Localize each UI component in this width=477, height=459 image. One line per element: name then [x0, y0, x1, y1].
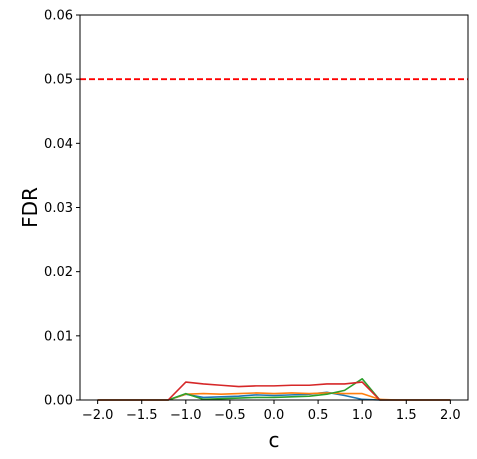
y-tick-label: 0.05 — [44, 73, 73, 88]
y-tick-label: 0.00 — [44, 394, 73, 409]
x-tick-label: 0.5 — [308, 408, 329, 423]
y-tick-label: 0.03 — [44, 201, 73, 216]
x-tick-label: 1.5 — [396, 408, 417, 423]
y-axis-title: FDR — [18, 187, 42, 228]
y-tick-label: 0.01 — [44, 329, 73, 344]
x-tick-label: 1.0 — [352, 408, 373, 423]
y-tick-label: 0.06 — [44, 9, 73, 24]
x-axis-title: c — [269, 428, 280, 452]
x-axis: −2.0 −1.5 −1.0 −0.5 0.0 0.5 1.0 1.5 2.0 — [82, 400, 461, 423]
x-tick-label: −0.5 — [214, 408, 246, 423]
x-tick-label: −1.5 — [126, 408, 158, 423]
x-tick-label: −1.0 — [170, 408, 202, 423]
x-tick-label: −2.0 — [82, 408, 114, 423]
x-tick-label: 2.0 — [440, 408, 461, 423]
y-tick-label: 0.04 — [44, 137, 73, 152]
y-axis: 0.00 0.01 0.02 0.03 0.04 0.05 0.06 — [44, 9, 80, 409]
x-tick-label: 0.0 — [264, 408, 285, 423]
y-tick-label: 0.02 — [44, 265, 73, 280]
